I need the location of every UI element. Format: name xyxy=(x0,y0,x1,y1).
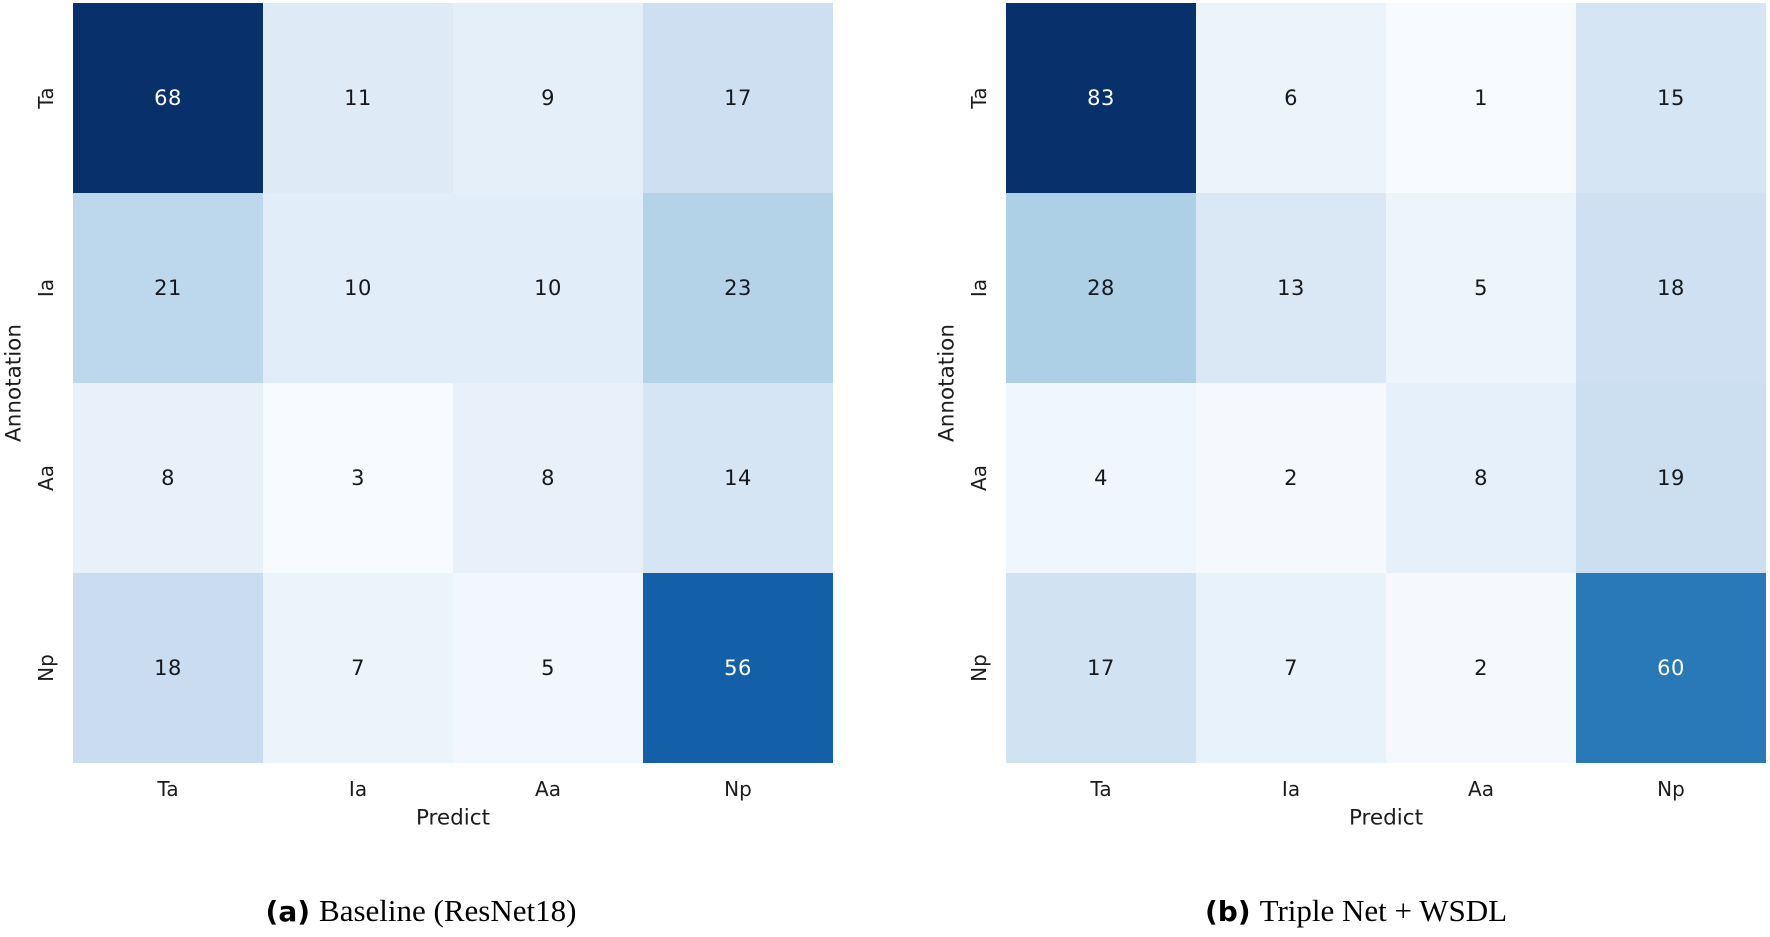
heatmap-cell-r2c3: 19 xyxy=(1576,383,1766,573)
panel-caption-a: (a) Baseline (ResNet18) xyxy=(266,893,577,929)
heatmap-cell-r2c2: 8 xyxy=(1386,383,1576,573)
heatmap-cell-r1c2: 10 xyxy=(453,193,643,383)
heatmap-cell-r1c3: 23 xyxy=(643,193,833,383)
cell-value: 5 xyxy=(541,656,555,680)
heatmap-cell-r0c3: 15 xyxy=(1576,3,1766,193)
cell-value: 23 xyxy=(724,276,752,300)
heatmap-cell-r0c0: 68 xyxy=(73,3,263,193)
heatmap-cell-r1c2: 5 xyxy=(1386,193,1576,383)
x-tick-label: Np xyxy=(724,777,752,801)
cell-value: 2 xyxy=(1474,656,1488,680)
cell-value: 8 xyxy=(541,466,555,490)
y-tick-label: Np xyxy=(34,654,58,682)
cell-value: 17 xyxy=(724,86,752,110)
y-tick-label: Ta xyxy=(967,87,991,109)
heatmap-a: 68 11 9 17 21 10 10 23 8 3 8 14 18 7 5 56 xyxy=(73,3,833,763)
heatmap-cell-r0c3: 17 xyxy=(643,3,833,193)
cell-value: 14 xyxy=(724,466,752,490)
x-tick-label: Ta xyxy=(157,777,179,801)
cell-value: 68 xyxy=(154,86,182,110)
y-tick-label: Aa xyxy=(34,465,58,491)
heatmap-cell-r2c0: 4 xyxy=(1006,383,1196,573)
heatmap-cell-r2c3: 14 xyxy=(643,383,833,573)
cell-value: 3 xyxy=(351,466,365,490)
x-tick-label: Aa xyxy=(1468,777,1494,801)
x-axis-label-b: Predict xyxy=(1348,805,1424,831)
x-axis-label-a: Predict xyxy=(415,805,491,831)
cell-value: 5 xyxy=(1474,276,1488,300)
cell-value: 28 xyxy=(1087,276,1115,300)
y-tick-label: Ia xyxy=(34,278,58,298)
cell-value: 6 xyxy=(1284,86,1298,110)
heatmap-cell-r1c0: 21 xyxy=(73,193,263,383)
heatmap-cell-r1c1: 13 xyxy=(1196,193,1386,383)
cell-value: 19 xyxy=(1657,466,1685,490)
y-tick-label: Ia xyxy=(967,278,991,298)
x-tick-label: Ia xyxy=(1281,777,1301,801)
cell-value: 18 xyxy=(154,656,182,680)
y-tick-label: Aa xyxy=(967,465,991,491)
x-tick-label: Ia xyxy=(348,777,368,801)
heatmap-cell-r3c1: 7 xyxy=(263,573,453,763)
x-tick-label: Ta xyxy=(1090,777,1112,801)
heatmap-cell-r1c1: 10 xyxy=(263,193,453,383)
heatmap-cell-r0c1: 6 xyxy=(1196,3,1386,193)
heatmap-cell-r2c2: 8 xyxy=(453,383,643,573)
y-axis-label-b: Annotation xyxy=(934,324,960,442)
cell-value: 4 xyxy=(1094,466,1108,490)
caption-label-a: (a) xyxy=(265,895,311,928)
cell-value: 56 xyxy=(724,656,752,680)
cell-value: 7 xyxy=(1284,656,1298,680)
cell-value: 21 xyxy=(154,276,182,300)
heatmap-cell-r3c2: 2 xyxy=(1386,573,1576,763)
heatmap-cell-r3c0: 18 xyxy=(73,573,263,763)
panel-caption-b: (b) Triple Net + WSDL xyxy=(1205,893,1507,929)
caption-label-b: (b) xyxy=(1204,895,1251,928)
x-tick-label: Aa xyxy=(535,777,561,801)
heatmap-cell-r0c2: 1 xyxy=(1386,3,1576,193)
cell-value: 10 xyxy=(534,276,562,300)
heatmap-cell-r1c0: 28 xyxy=(1006,193,1196,383)
x-tick-label: Np xyxy=(1657,777,1685,801)
caption-text-a: Baseline (ResNet18) xyxy=(319,893,577,928)
heatmap-cell-r3c0: 17 xyxy=(1006,573,1196,763)
heatmap-cell-r0c0: 83 xyxy=(1006,3,1196,193)
heatmap-cell-r2c1: 2 xyxy=(1196,383,1386,573)
cell-value: 13 xyxy=(1277,276,1305,300)
caption-text-b: Triple Net + WSDL xyxy=(1259,893,1508,928)
cell-value: 9 xyxy=(541,86,555,110)
cell-value: 83 xyxy=(1087,86,1115,110)
cell-value: 2 xyxy=(1284,466,1298,490)
cell-value: 15 xyxy=(1657,86,1685,110)
cell-value: 17 xyxy=(1087,656,1115,680)
heatmap-cell-r3c3: 56 xyxy=(643,573,833,763)
heatmap-cell-r1c3: 18 xyxy=(1576,193,1766,383)
y-axis-label-a: Annotation xyxy=(1,324,27,442)
y-tick-label: Np xyxy=(967,654,991,682)
heatmap-cell-r3c2: 5 xyxy=(453,573,643,763)
cell-value: 11 xyxy=(344,86,372,110)
cell-value: 8 xyxy=(161,466,175,490)
cell-value: 60 xyxy=(1657,656,1685,680)
heatmap-cell-r2c0: 8 xyxy=(73,383,263,573)
heatmap-cell-r2c1: 3 xyxy=(263,383,453,573)
heatmap-cell-r0c2: 9 xyxy=(453,3,643,193)
cell-value: 8 xyxy=(1474,466,1488,490)
heatmap-cell-r0c1: 11 xyxy=(263,3,453,193)
heatmap-b: 83 6 1 15 28 13 5 18 4 2 8 19 17 7 2 60 xyxy=(1006,3,1766,763)
y-tick-label: Ta xyxy=(34,87,58,109)
cell-value: 7 xyxy=(351,656,365,680)
heatmap-cell-r3c3: 60 xyxy=(1576,573,1766,763)
cell-value: 1 xyxy=(1474,86,1488,110)
cell-value: 10 xyxy=(344,276,372,300)
cell-value: 18 xyxy=(1657,276,1685,300)
heatmap-cell-r3c1: 7 xyxy=(1196,573,1386,763)
